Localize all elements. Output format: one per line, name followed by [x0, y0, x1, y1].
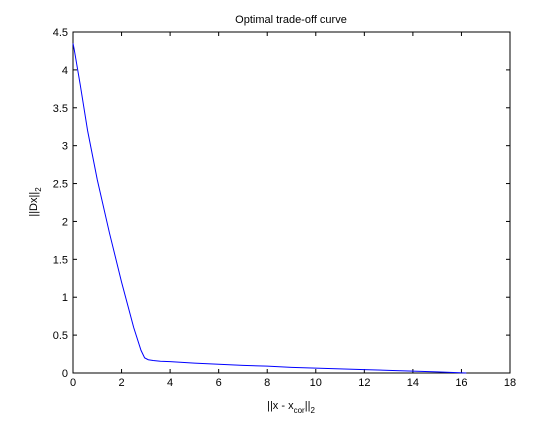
- y-tick-label: 0.5: [53, 330, 68, 342]
- x-tick-label: 14: [407, 377, 419, 389]
- chart-title: Optimal trade-off curve: [235, 14, 347, 26]
- x-tick-label: 0: [70, 377, 76, 389]
- x-label-main-post: ||: [305, 400, 311, 412]
- y-label-main: ||Dx||: [28, 192, 40, 217]
- y-axis-label: ||Dx||2: [28, 187, 43, 217]
- x-tick-label: 12: [358, 377, 370, 389]
- y-tick-label: 2: [62, 216, 68, 228]
- y-tick-label: 4: [62, 65, 68, 77]
- x-label-sub-cor: cor: [294, 406, 305, 415]
- axes-box: [72, 31, 511, 374]
- x-tick-label: 2: [118, 377, 124, 389]
- x-label-main-pre: ||x - x: [267, 400, 294, 412]
- x-tick-label: 16: [455, 377, 467, 389]
- x-tick-label: 6: [216, 377, 222, 389]
- x-tick-label: 8: [264, 377, 270, 389]
- y-tick-label: 1.5: [53, 254, 68, 266]
- y-tick-label: 0: [62, 368, 68, 380]
- x-axis-ticks: 0 2 4 6 8 10 12 14 16 18: [70, 32, 516, 389]
- y-tick-label: 3: [62, 141, 68, 153]
- y-tick-label: 1: [62, 292, 68, 304]
- y-tick-label: 3.5: [53, 103, 68, 115]
- trade-off-curve-line: [72, 43, 467, 374]
- x-tick-label: 4: [167, 377, 173, 389]
- x-tick-label: 18: [504, 377, 516, 389]
- y-tick-label: 2.5: [53, 179, 68, 191]
- y-tick-label: 4.5: [53, 27, 68, 39]
- y-axis-ticks: 0 0.5 1 1.5 2 2.5 3 3.5 4 4.5: [53, 27, 510, 380]
- x-tick-label: 10: [310, 377, 322, 389]
- y-label-sub: 2: [34, 187, 43, 192]
- x-label-sub-2: 2: [310, 406, 315, 415]
- x-axis-label: ||x - xcor||2: [267, 400, 315, 415]
